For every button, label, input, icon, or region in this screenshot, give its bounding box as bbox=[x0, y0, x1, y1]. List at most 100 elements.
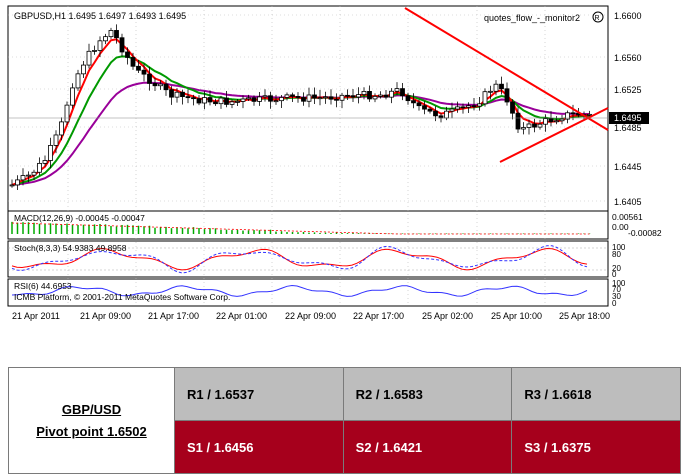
svg-text:1.6525: 1.6525 bbox=[614, 85, 642, 95]
candle-body bbox=[108, 30, 114, 38]
macd-scale-bottom: -0.00082 bbox=[628, 228, 662, 238]
s3-cell: S3 / 1.6375 bbox=[511, 420, 681, 474]
candle-body bbox=[295, 96, 301, 98]
stoch-panel-frame bbox=[7, 240, 609, 278]
stoch-scale-100: 100 bbox=[612, 243, 626, 252]
candle-body bbox=[312, 94, 317, 99]
indicator-label: quotes_flow_-_monitor2 bbox=[484, 13, 580, 23]
candle-body bbox=[433, 110, 438, 117]
candle-body bbox=[92, 50, 97, 52]
macd-histogram bbox=[11, 221, 591, 234]
candle-body bbox=[367, 91, 372, 100]
candle-body bbox=[323, 96, 328, 99]
candle-body bbox=[119, 37, 125, 53]
candle-body bbox=[37, 162, 42, 173]
candle-body bbox=[141, 69, 147, 75]
candle-body bbox=[356, 94, 361, 98]
macd-label: MACD(12,26,9) -0.00045 -0.00047 bbox=[14, 213, 145, 223]
current-price-label: 1.6495 bbox=[614, 113, 642, 123]
candle-body bbox=[427, 108, 433, 112]
rsi-scale-30: 30 bbox=[612, 292, 621, 301]
candle-body bbox=[504, 88, 510, 103]
stoch-label: Stoch(8,3,3) 54.9383 49.8958 bbox=[14, 243, 127, 253]
candle-body bbox=[422, 105, 427, 110]
price-chart[interactable]: GBPUSD,H1 1.6495 1.6497 1.6493 1.6495 qu… bbox=[0, 0, 688, 340]
candle-body bbox=[444, 110, 449, 119]
rsi-scale-70: 70 bbox=[612, 285, 621, 294]
candle-body bbox=[411, 100, 416, 104]
candle-body bbox=[455, 106, 460, 110]
candle-body bbox=[31, 171, 37, 176]
stoch-scale-20: 20 bbox=[612, 264, 621, 273]
candle-body bbox=[268, 95, 273, 102]
r1-cell: R1 / 1.6537 bbox=[174, 367, 344, 421]
candle-body bbox=[240, 98, 246, 102]
candle-body bbox=[565, 112, 570, 120]
svg-text:R: R bbox=[595, 15, 600, 22]
candle-body bbox=[136, 65, 141, 71]
candle-body bbox=[532, 123, 537, 128]
time-label: 21 Apr 2011 bbox=[12, 311, 60, 321]
candle-body bbox=[554, 120, 559, 123]
candle-body bbox=[26, 174, 31, 177]
rsi-panel-frame bbox=[7, 278, 609, 307]
candle-body bbox=[350, 95, 356, 98]
rsi-label: RSI(6) 44.6953 bbox=[14, 281, 72, 291]
candle-body bbox=[97, 40, 103, 51]
candle-body bbox=[279, 97, 284, 102]
candle-body bbox=[493, 83, 499, 92]
ma-fast-line bbox=[11, 38, 590, 186]
candle-body bbox=[174, 91, 180, 98]
candle-body bbox=[334, 98, 339, 101]
candle-body bbox=[526, 123, 532, 128]
candle-body bbox=[180, 91, 185, 98]
candle-body bbox=[64, 104, 70, 123]
candle-body bbox=[284, 94, 290, 98]
time-label: 25 Apr 02:00 bbox=[422, 311, 473, 321]
macd-signal-line bbox=[11, 222, 590, 235]
candle-body bbox=[372, 96, 378, 100]
candle-body bbox=[81, 64, 86, 75]
candle-body bbox=[15, 179, 20, 186]
candle-body bbox=[378, 94, 383, 97]
candle-body bbox=[42, 160, 48, 164]
candle-body bbox=[328, 96, 334, 100]
price-axis: 1.6600 1.6560 1.6525 1.6485 1.6445 1.640… bbox=[614, 11, 642, 207]
candle-body bbox=[477, 103, 482, 107]
time-label: 22 Apr 17:00 bbox=[353, 311, 404, 321]
svg-text:1.6405: 1.6405 bbox=[614, 197, 642, 207]
candle-body bbox=[416, 102, 422, 107]
candle-body bbox=[317, 97, 323, 100]
stoch-scale-0: 0 bbox=[612, 270, 617, 279]
pivot-point-value: Pivot point 1.6502 bbox=[36, 423, 147, 439]
time-label: 21 Apr 17:00 bbox=[148, 311, 199, 321]
candle-body bbox=[570, 112, 576, 115]
candle-body bbox=[482, 91, 488, 105]
svg-text:1.6485: 1.6485 bbox=[614, 123, 642, 133]
candle-body bbox=[301, 97, 306, 102]
candle-body bbox=[361, 91, 367, 95]
stoch-d-line bbox=[11, 245, 588, 274]
chart-header: GBPUSD,H1 1.6495 1.6497 1.6493 1.6495 bbox=[14, 11, 186, 21]
candle-body bbox=[169, 89, 174, 98]
svg-text:1.6445: 1.6445 bbox=[614, 162, 642, 172]
candle-body bbox=[70, 87, 75, 106]
candle-body bbox=[345, 94, 350, 97]
candle-body bbox=[389, 90, 394, 98]
candle-body bbox=[394, 88, 400, 92]
upper-trendline bbox=[404, 7, 609, 131]
candle-body bbox=[306, 94, 312, 102]
candle-body bbox=[20, 175, 26, 181]
candle-body bbox=[103, 36, 108, 42]
indicator-settings-icon[interactable]: R bbox=[592, 11, 604, 23]
rsi-scale-0: 0 bbox=[612, 299, 617, 308]
candle-body bbox=[587, 113, 592, 116]
candle-body bbox=[257, 96, 262, 102]
candle-body bbox=[471, 105, 477, 108]
candle-body bbox=[405, 95, 411, 102]
candle-body bbox=[537, 123, 543, 128]
candle-body bbox=[449, 108, 455, 112]
candle-body bbox=[521, 127, 526, 130]
candle-body bbox=[499, 83, 504, 90]
rsi-scale-100: 100 bbox=[612, 279, 626, 288]
